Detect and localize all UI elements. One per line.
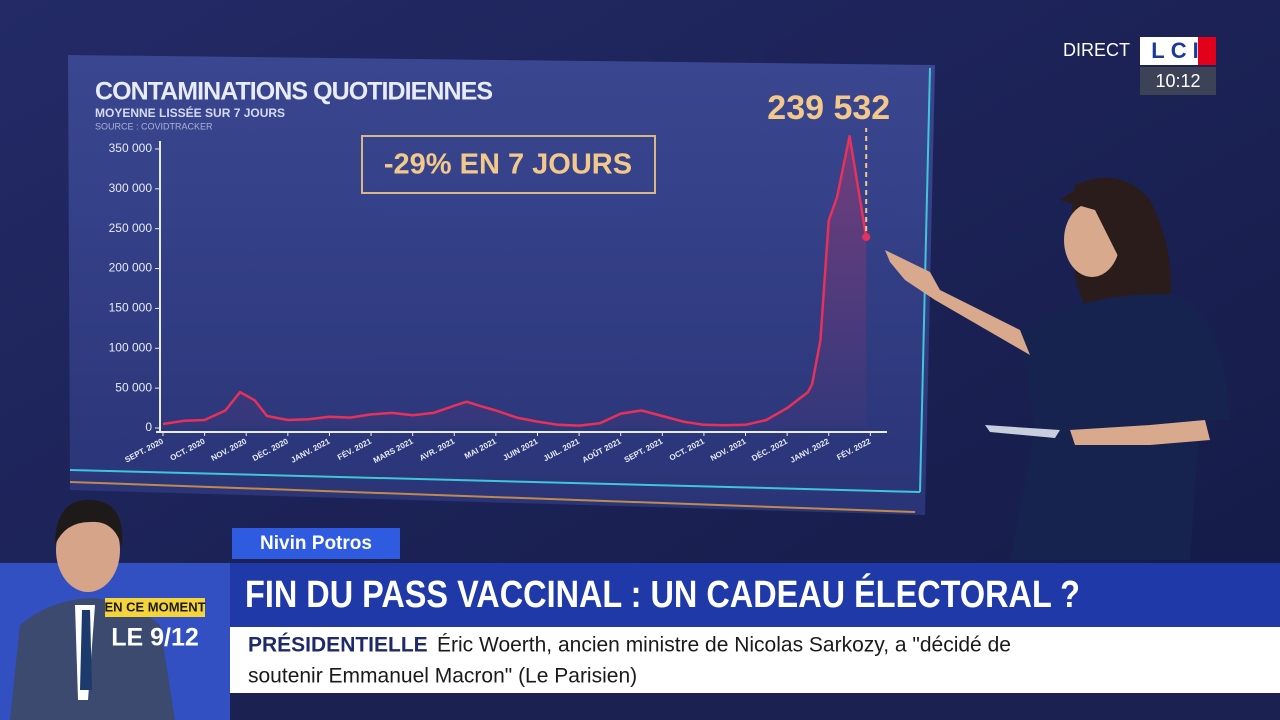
ticker-base [230,693,1280,720]
ticker-text: soutenir Emmanuel Macron" (Le Parisien) [248,665,637,688]
clock: 10:12 [1155,71,1200,91]
logo: LCI [1151,38,1204,63]
headline: FIN DU PASS VACCINAL : UN CADEAU ÉLECTOR… [245,572,1080,616]
ticker-bar [230,627,1280,693]
logo-accent [1198,37,1216,65]
y-tick-label: 200 000 [109,261,153,275]
screen-edge [69,469,921,493]
presenter-name: Nivin Potros [260,533,372,554]
now-label: EN CE MOMENT [104,599,205,614]
line [162,134,868,427]
chart-subtitle: MOYENNE LISSÉE SUR 7 JOURS [95,105,285,120]
value-label: 239 532 [767,89,890,127]
chart-source: SOURCE : COVIDTRACKER [95,121,213,131]
presenter-figure [885,177,1230,560]
live-label: DIRECT [1063,40,1130,60]
y-tick-label: 250 000 [109,221,153,235]
annotation: -29% EN 7 JOURS [384,149,632,181]
chart-screen [68,55,935,515]
y-tick-label: 300 000 [109,181,153,195]
y-tick-label: 0 [145,420,152,434]
y-tick-label: 100 000 [109,340,153,354]
y-tick-label: 150 000 [109,301,153,315]
end-point [862,233,871,242]
y-tick-label: 50 000 [115,380,152,394]
now-label-box [105,598,205,617]
y-tick-label: 350 000 [109,141,153,155]
ticker-topic: PRÉSIDENTIELLE [248,634,428,657]
chart-title: CONTAMINATIONS QUOTIDIENNES [95,78,493,106]
presenter-tag [232,528,400,559]
anchor-figure [10,499,175,720]
screen-edge [69,481,916,513]
ticker-text: Éric Woerth, ancien ministre de Nicolas … [437,634,1011,657]
now-value: LE 9/12 [111,624,199,652]
annotation-box [361,135,656,194]
clock-box [1140,67,1216,95]
headline-bar [230,563,1280,627]
